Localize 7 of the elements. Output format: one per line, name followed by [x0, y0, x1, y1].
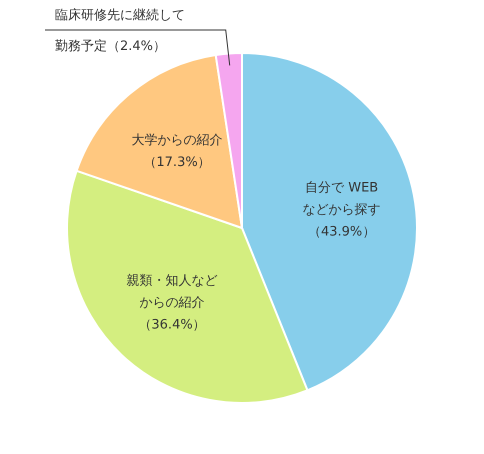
data-label: （17.3%）	[143, 154, 211, 170]
data-label: （43.9%）	[308, 224, 376, 240]
data-label: （36.4%）	[138, 318, 206, 333]
slice-label: 大学からの紹介	[132, 132, 223, 148]
slice-label: 親類・知人などからの紹介	[126, 274, 218, 311]
category-label: 臨床研修先に継続して勤務予定（2.4%）	[55, 8, 185, 54]
slice-label: 自分で WEBなどから探す	[302, 180, 381, 218]
